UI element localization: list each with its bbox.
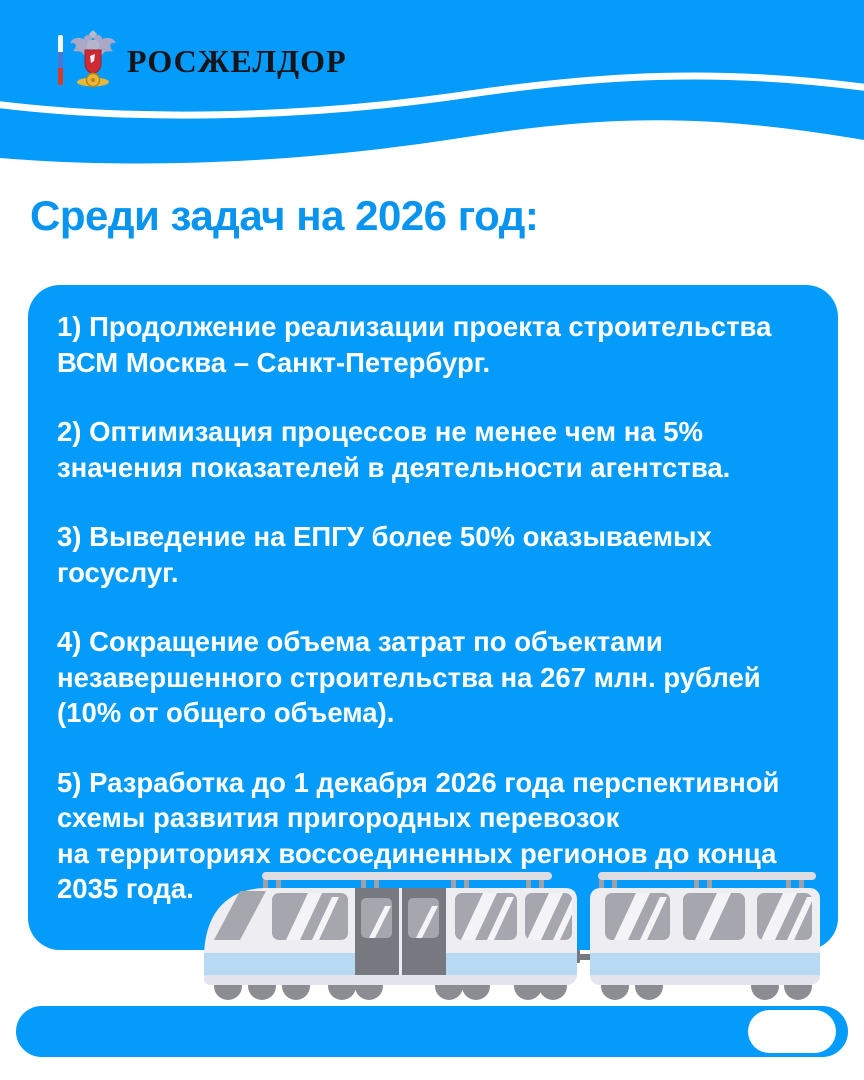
train-illustration <box>204 872 820 1000</box>
task-item-3: 3) Выведение на ЕПГУ более 50% оказываем… <box>57 521 712 588</box>
agency-logo-text: РОСЖЕЛДОР <box>127 43 347 79</box>
task-item-2: 2) Оптимизация процессов не менее чем на… <box>57 416 731 483</box>
page-title: Среди задач на 2026 год: <box>30 192 539 239</box>
header-wave <box>0 0 864 164</box>
footer-bar <box>16 1006 848 1057</box>
rosjeldor-eagle-emblem-icon <box>70 30 116 88</box>
footer-pill <box>748 1010 836 1053</box>
task-item-4: 4) Сокращение объема затрат по объектами… <box>57 626 761 728</box>
agency-logo: РОСЖЕЛДОР <box>58 28 347 92</box>
task-item-5: 5) Разработка до 1 декабря 2026 года пер… <box>57 766 780 905</box>
tasks-card: 1) Продолжение реализации проекта строит… <box>28 285 838 950</box>
task-item-1: 1) Продолжение реализации проекта строит… <box>57 311 772 378</box>
russian-flag-stripe-icon <box>58 35 63 85</box>
